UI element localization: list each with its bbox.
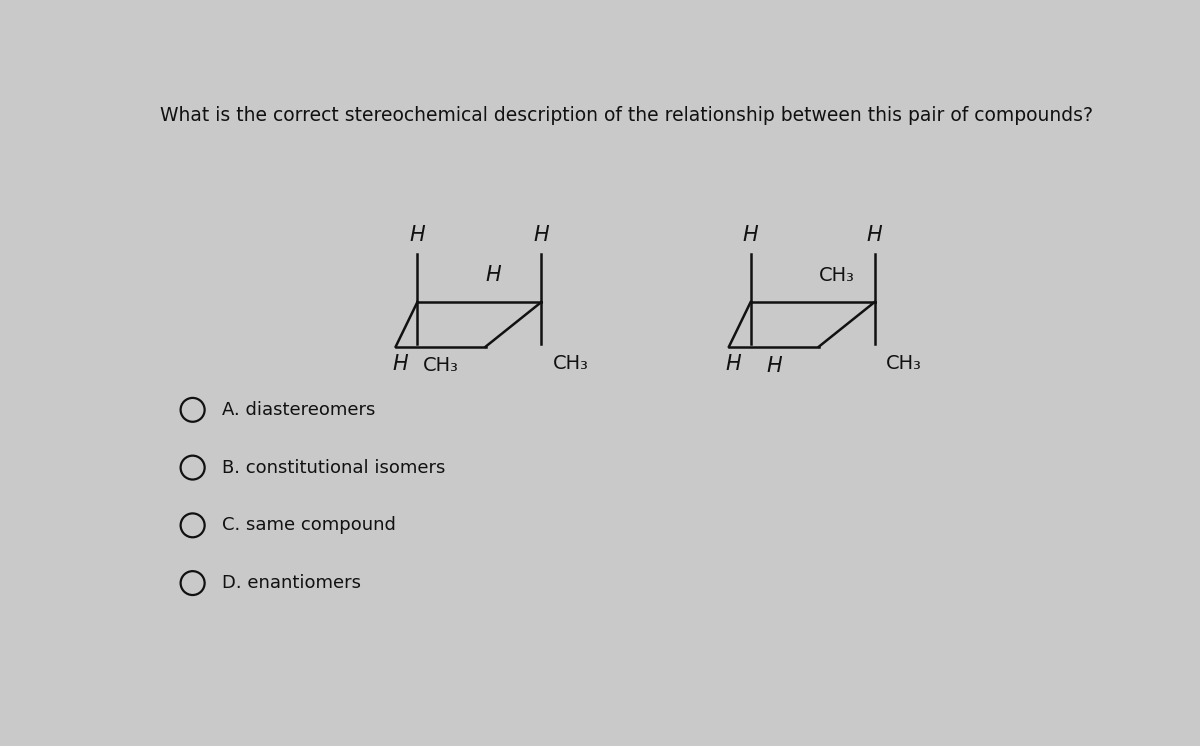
Text: A. diastereomers: A. diastereomers — [222, 401, 376, 419]
Text: H: H — [409, 225, 425, 245]
Text: D. enantiomers: D. enantiomers — [222, 574, 361, 592]
Text: H: H — [866, 225, 882, 245]
Text: C. same compound: C. same compound — [222, 516, 396, 534]
Text: H: H — [392, 354, 408, 374]
Text: H: H — [486, 265, 502, 285]
Text: CH₃: CH₃ — [422, 356, 458, 375]
Text: CH₃: CH₃ — [553, 354, 589, 373]
Text: B. constitutional isomers: B. constitutional isomers — [222, 459, 445, 477]
Text: H: H — [743, 225, 758, 245]
Text: What is the correct stereochemical description of the relationship between this : What is the correct stereochemical descr… — [160, 106, 1093, 125]
Text: H: H — [726, 354, 742, 374]
Text: CH₃: CH₃ — [818, 266, 854, 285]
Text: H: H — [534, 225, 550, 245]
Text: H: H — [766, 356, 781, 376]
Text: CH₃: CH₃ — [887, 354, 922, 373]
